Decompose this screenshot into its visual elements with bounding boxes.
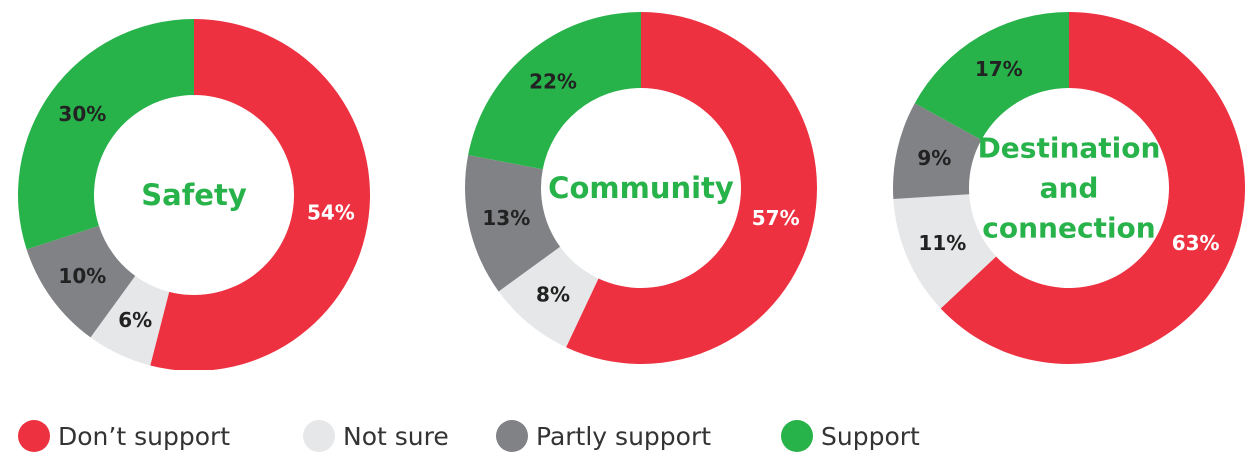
- donut-community: 57% 8% 13% 22% Community: [465, 12, 817, 364]
- legend-swatch-not-sure: [303, 420, 335, 452]
- slice-community-support: [468, 12, 641, 170]
- slice-community-not-sure: [498, 246, 599, 348]
- legend-swatch-support: [781, 420, 813, 452]
- donut-title-line: and: [1040, 172, 1099, 205]
- slice-destination-and-connection-dont-support: [940, 12, 1246, 364]
- slice-safety-dont-support: [150, 19, 370, 370]
- legend-label-dont-support: Don’t support: [58, 421, 231, 451]
- slice-destination-and-connection-partly-support: [893, 103, 982, 200]
- donut-title-line: connection: [982, 212, 1155, 245]
- legend-swatch-dont-support: [18, 420, 50, 452]
- legend-item-not-sure: Not sure: [303, 420, 449, 452]
- slice-label-community-dont-support: 57%: [752, 206, 800, 230]
- slice-label-safety-dont-support: 54%: [307, 200, 355, 224]
- slice-community-partly-support: [465, 155, 561, 292]
- slice-label-safety-not-sure: 6%: [118, 308, 152, 332]
- donut-title-line: Destination: [978, 132, 1161, 165]
- slice-label-community-partly-support: 13%: [482, 206, 530, 230]
- donut-title-line: Community: [548, 171, 734, 205]
- legend-label-support: Support: [821, 421, 920, 451]
- slice-safety-partly-support: [26, 225, 136, 338]
- slice-destination-and-connection-not-sure: [893, 194, 997, 309]
- slice-label-destination-and-connection-not-sure: 11%: [918, 231, 966, 255]
- slice-safety-support: [17, 19, 195, 250]
- legend-label-not-sure: Not sure: [343, 421, 449, 451]
- slice-destination-and-connection-support: [914, 12, 1069, 140]
- donut-title-line: Safety: [141, 178, 247, 212]
- slice-label-destination-and-connection-dont-support: 63%: [1172, 231, 1220, 255]
- slice-label-destination-and-connection-partly-support: 9%: [917, 146, 951, 170]
- donut-title-safety: Safety: [141, 178, 247, 212]
- legend-item-support: Support: [781, 420, 920, 452]
- slice-label-community-not-sure: 8%: [536, 282, 570, 306]
- slice-label-destination-and-connection-support: 17%: [975, 57, 1023, 81]
- donut-destination-and-connection: 63% 11% 9% 17% Destination and connection: [893, 12, 1246, 364]
- donut-title-destination-and-connection: Destination and connection: [978, 132, 1161, 245]
- slice-safety-not-sure: [90, 275, 170, 366]
- legend-label-partly-support: Partly support: [536, 421, 712, 451]
- slice-community-dont-support: [566, 12, 817, 364]
- slice-label-safety-partly-support: 10%: [58, 264, 106, 288]
- legend-item-partly-support: Partly support: [496, 420, 711, 452]
- donut-safety: 54% 6% 10% 30% Safety: [17, 19, 370, 370]
- donut-charts: 54% 6% 10% 30% Safety 57% 8% 13% 22% Community 63%…: [17, 12, 1246, 370]
- donut-title-community: Community: [548, 171, 734, 205]
- legend-swatch-partly-support: [496, 420, 528, 452]
- slice-label-safety-support: 30%: [58, 102, 106, 126]
- legend-item-dont-support: Don’t support: [18, 420, 230, 452]
- slice-label-community-support: 22%: [529, 70, 577, 94]
- legend: Don’t support Not sure Partly support Su…: [0, 420, 1246, 460]
